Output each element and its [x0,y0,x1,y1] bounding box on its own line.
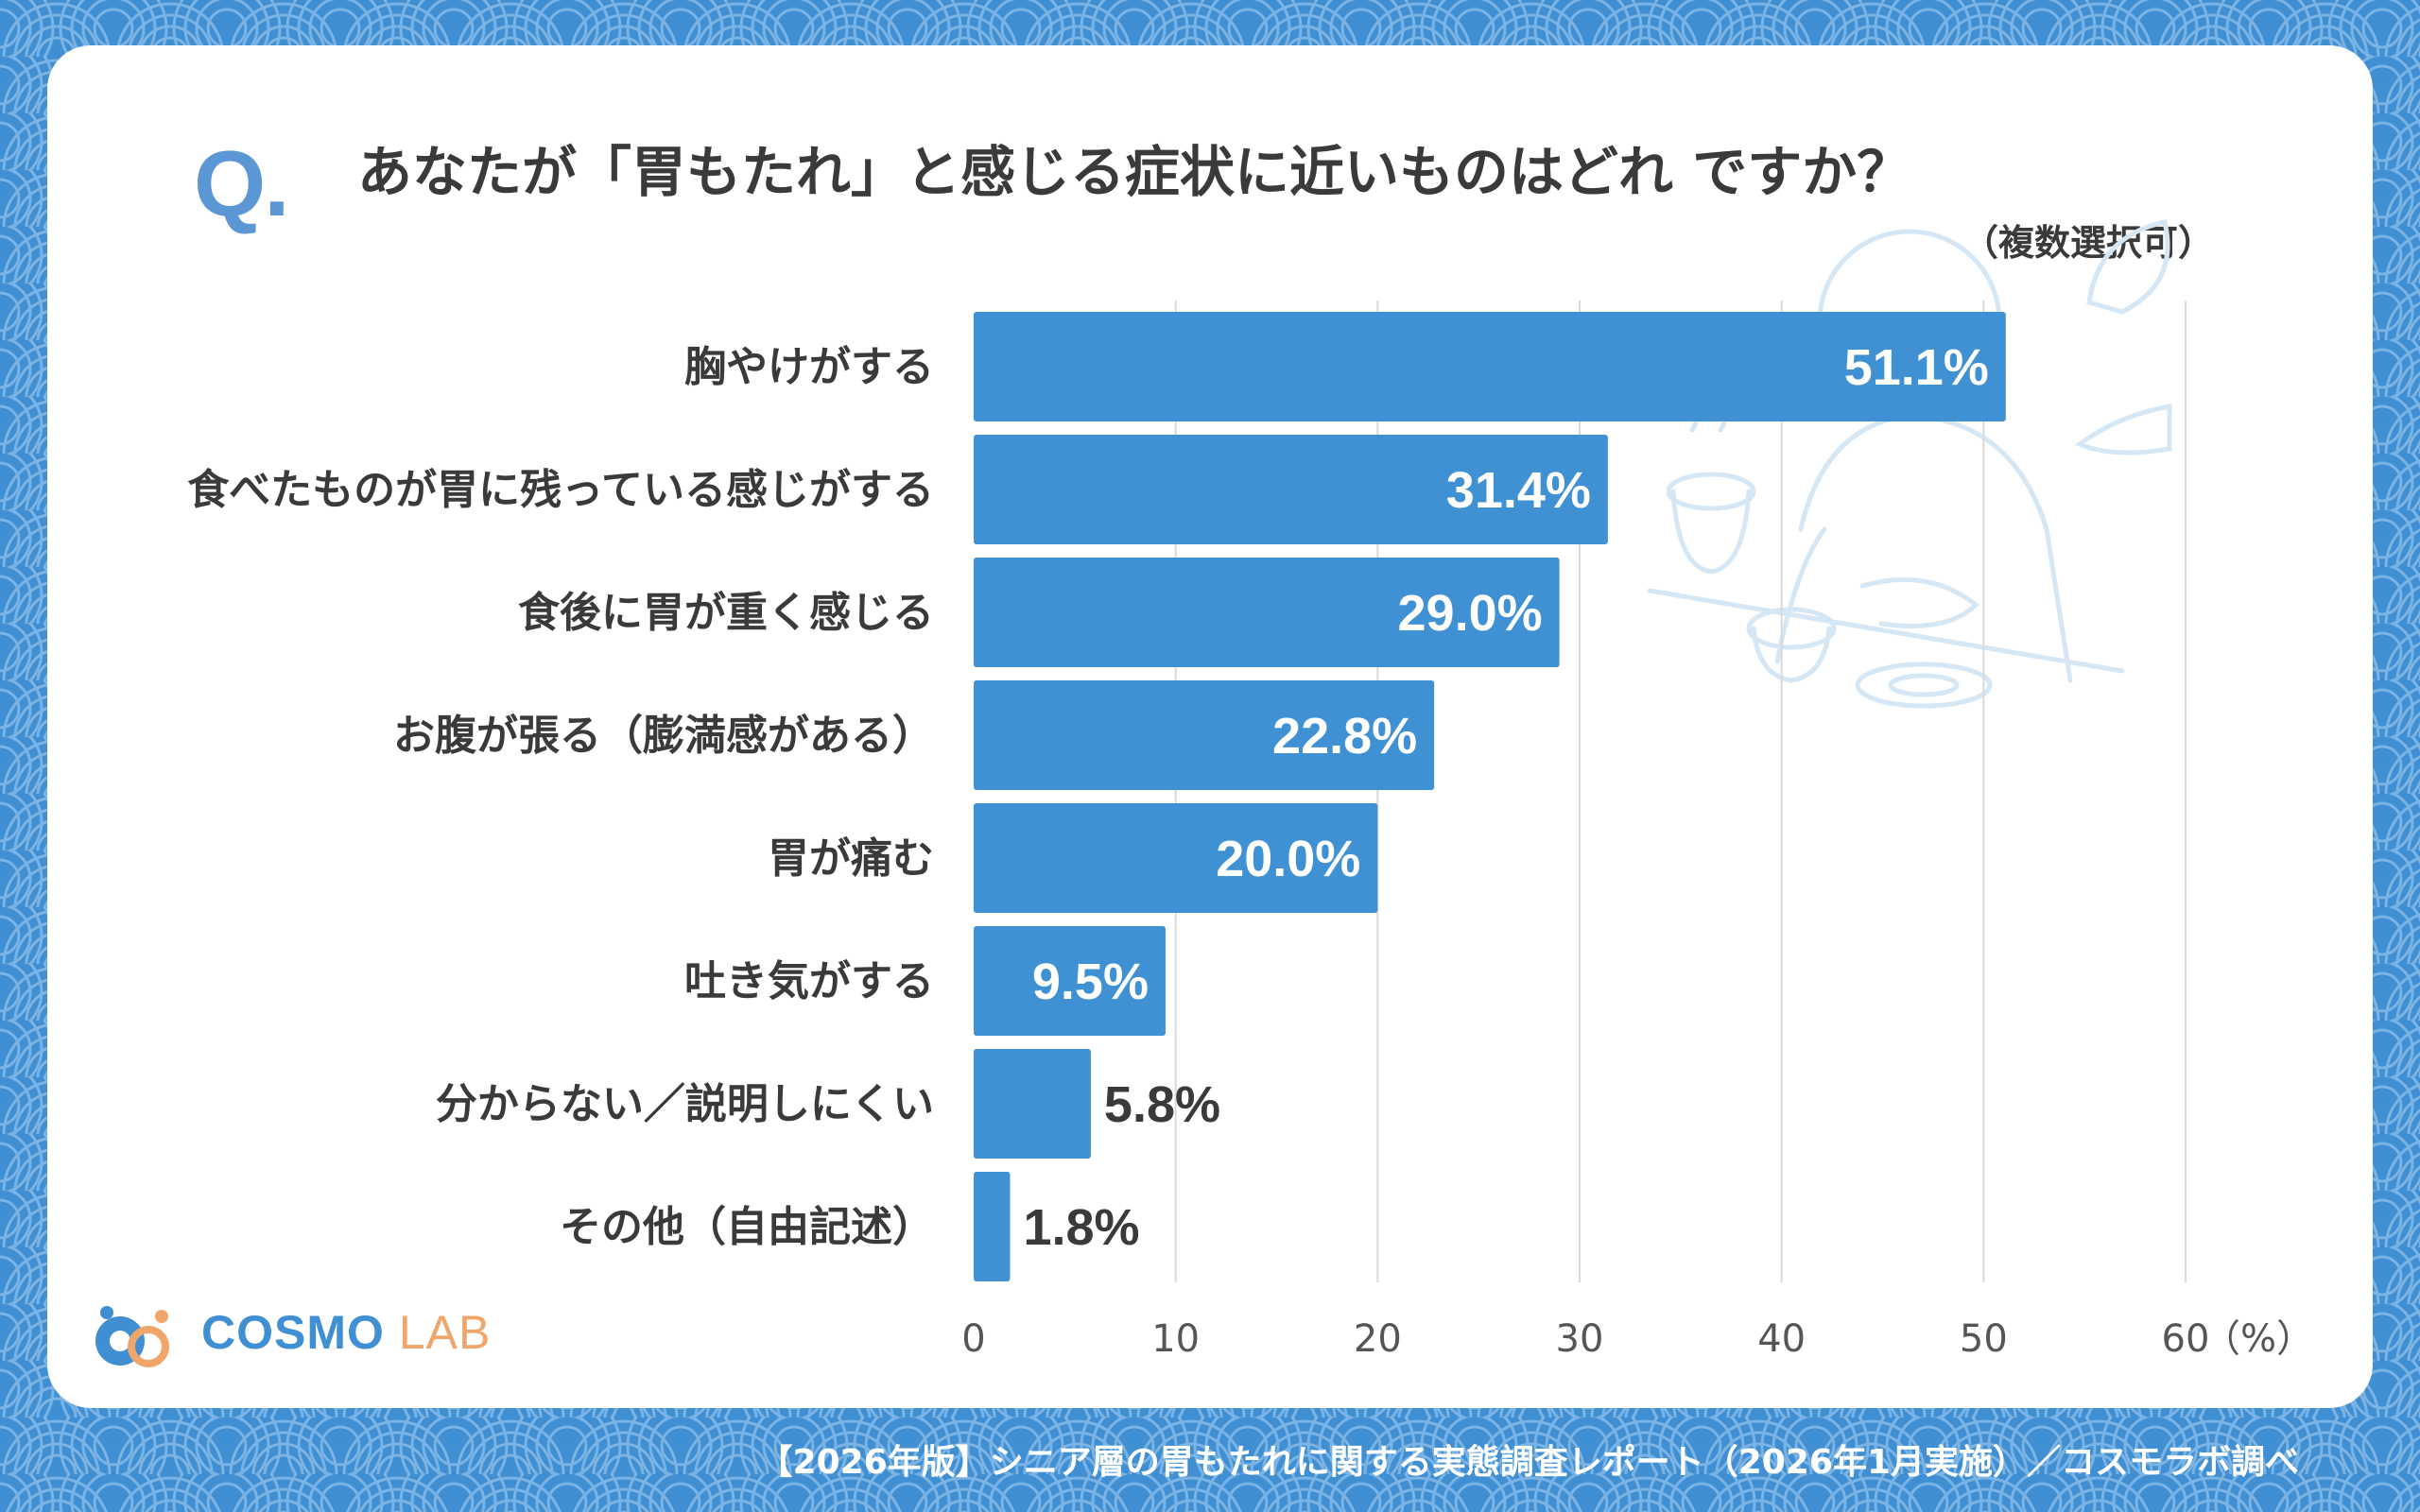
bar [974,926,1166,1036]
category-label: 胸やけがする [684,343,934,391]
logo-text: COSMO LAB [201,1305,491,1360]
value-label: 20.0% [1216,831,1360,887]
question-mark: Q. [194,131,289,235]
x-tick-label: 20 [1354,1317,1402,1361]
category-label: 食後に胃が重く感じる [518,589,934,637]
x-tick-label: 0 [961,1317,985,1361]
value-label: 22.8% [1272,708,1417,765]
bar [974,1049,1091,1159]
cosmo-lab-logo: COSMO LAB [90,1299,490,1375]
x-tick-label: 30 [1556,1317,1604,1361]
logo-name-main: COSMO [201,1306,385,1359]
category-label: 胃が痛む [768,834,934,883]
logo-name-sub: LAB [398,1306,492,1359]
senior-meal-illustration [1647,219,2172,709]
value-label: 31.4% [1446,462,1591,519]
category-label: 吐き気がする [684,957,934,1005]
category-label: お腹が張る（膨満感がある） [393,712,934,760]
bar [974,312,2006,421]
bar [974,803,1378,913]
chart-subtitle: （複数選択可） [1962,222,2214,264]
source-footer: 【2026年版】シニア層の胃もたれに関する実態調査レポート（2026年1月実施）… [758,1443,2299,1482]
x-tick-label: 10 [1151,1317,1200,1361]
value-label: 29.0% [1398,585,1543,642]
value-label: 1.8% [1023,1199,1139,1256]
cosmo-lab-logo-icon [95,1306,169,1367]
x-unit-label: （%） [2203,1317,2314,1361]
x-tick-label: 50 [1960,1317,2008,1361]
category-label: その他（自由記述） [560,1203,934,1251]
chart-title: あなたが「胃もたれ」と感じる症状に近いものはどれ ですか？ [357,140,1912,204]
value-label: 9.5% [1032,954,1149,1010]
bar [974,558,1560,667]
category-label: 分からない／説明しにくい [436,1080,934,1128]
bar [974,435,1608,544]
x-tick-label: 40 [1757,1317,1806,1361]
bar [974,680,1435,790]
category-label: 食べたものが胃に残っている感じがする [187,466,934,514]
x-tick-label: 60 [2162,1317,2210,1361]
value-label: 51.1% [1844,339,1989,396]
value-label: 5.8% [1104,1076,1220,1133]
bar [974,1172,1011,1281]
